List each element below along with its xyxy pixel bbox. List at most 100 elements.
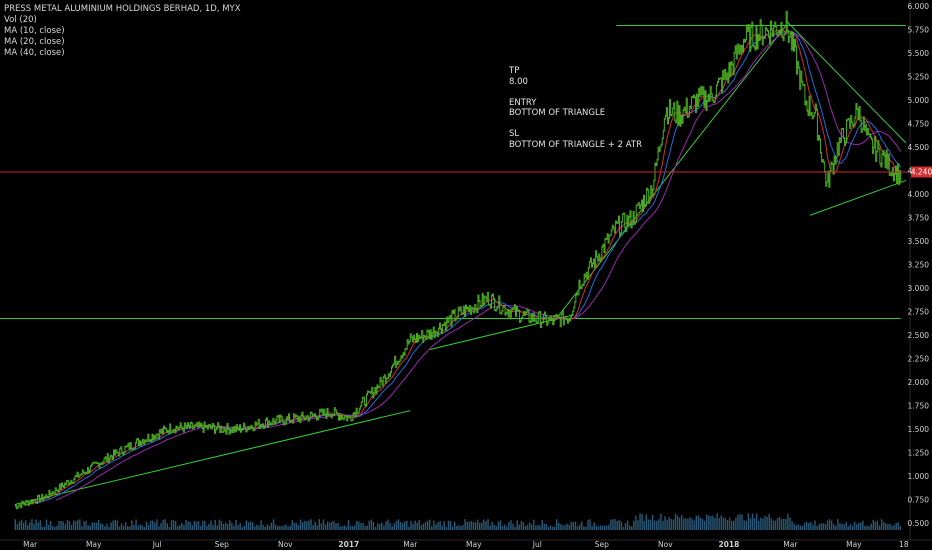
volume-bar xyxy=(285,524,287,530)
volume-bar xyxy=(568,524,570,530)
volume-bar xyxy=(524,525,527,530)
volume-bar xyxy=(768,513,770,530)
trade-note: TP 8.00 ENTRY BOTTOM OF TRIANGLE SL BOTT… xyxy=(509,66,642,150)
volume-bar xyxy=(745,520,747,530)
volume-bar xyxy=(899,525,902,530)
volume-bar xyxy=(124,522,127,530)
volume-bar xyxy=(72,520,75,530)
volume-bar xyxy=(510,520,512,530)
volume-bar xyxy=(508,522,510,530)
volume-bar xyxy=(866,525,868,530)
volume-bar xyxy=(308,520,310,530)
volume-bar xyxy=(716,513,718,530)
volume-bar xyxy=(156,519,158,530)
volume-bar xyxy=(468,522,470,530)
volume-bar xyxy=(851,525,854,530)
volume-bar xyxy=(212,524,214,530)
volume-bar xyxy=(91,522,94,530)
volume-bar xyxy=(797,524,800,530)
volume-bar xyxy=(722,517,725,530)
volume-bar xyxy=(670,518,672,530)
y-axis: 6.0005.7505.5005.2505.0004.7504.5004.250… xyxy=(908,2,930,528)
volume-bar xyxy=(189,521,191,530)
volume-bar xyxy=(864,525,866,530)
volume-bar xyxy=(547,526,550,530)
volume-bar xyxy=(668,517,670,530)
volume-bar xyxy=(578,524,581,530)
volume-bar xyxy=(410,520,412,530)
volume-bar xyxy=(54,526,56,530)
volume-bar xyxy=(803,523,806,530)
x-tick-label: Jul xyxy=(152,540,162,549)
volume-bar xyxy=(170,520,173,530)
volume-histogram xyxy=(14,513,902,530)
volume-bar xyxy=(208,523,210,530)
volume-bar xyxy=(216,525,218,530)
volume-bar xyxy=(324,524,327,530)
volume-bar xyxy=(14,519,16,530)
volume-bar xyxy=(66,519,69,530)
volume-bar xyxy=(147,524,150,530)
volume-bar xyxy=(635,515,637,530)
volume-bar xyxy=(445,526,448,530)
volume-bar xyxy=(497,521,500,530)
volume-bar xyxy=(637,520,639,530)
volume-bar xyxy=(381,522,383,530)
volume-bar xyxy=(572,522,575,530)
volume-bar xyxy=(376,523,379,530)
volume-bar xyxy=(878,525,881,530)
volume-bar xyxy=(664,516,666,530)
volume-bar xyxy=(31,519,33,530)
volume-bar xyxy=(622,526,625,530)
volume-bar xyxy=(16,524,19,530)
volume-bar xyxy=(43,526,46,530)
volume-bar xyxy=(404,521,406,530)
volume-bar xyxy=(49,520,52,530)
volume-bar xyxy=(599,525,602,530)
volume-bar xyxy=(485,521,487,530)
volume-bar xyxy=(847,526,850,530)
volume-bar xyxy=(397,519,400,530)
volume-bar xyxy=(366,525,368,530)
volume-bar xyxy=(855,524,858,530)
volume-bar xyxy=(108,526,110,530)
y-tick-label: 2.500 xyxy=(908,331,930,340)
volume-bar xyxy=(608,524,610,530)
volume-bar xyxy=(710,515,712,530)
volume-bar xyxy=(206,525,208,530)
volume-bar xyxy=(193,520,196,530)
volume-bar xyxy=(245,520,248,530)
volume-bar xyxy=(29,522,31,530)
volume-bar xyxy=(587,519,589,530)
volume-bar xyxy=(81,526,83,530)
volume-bar xyxy=(389,523,391,530)
volume-bar xyxy=(849,524,852,530)
volume-bar xyxy=(814,520,816,530)
volume-bar xyxy=(439,521,441,530)
volume-bar xyxy=(612,519,614,530)
volume-bar xyxy=(458,525,460,530)
volume-bar xyxy=(301,522,304,530)
volume-bar xyxy=(789,517,791,530)
y-tick-label: 6.000 xyxy=(908,2,930,11)
volume-bar xyxy=(820,523,822,530)
volume-bar xyxy=(379,524,381,530)
volume-bar xyxy=(464,519,466,530)
y-tick-label: 2.750 xyxy=(908,307,930,316)
volume-bar xyxy=(395,520,398,530)
volume-bar xyxy=(574,521,577,530)
legend-vol: Vol (20) xyxy=(4,15,37,25)
volume-bar xyxy=(541,520,543,530)
volume-bar xyxy=(730,520,733,530)
y-tick-label: 4.500 xyxy=(908,143,930,152)
volume-bar xyxy=(772,520,775,530)
y-tick-label: 0.750 xyxy=(908,495,930,504)
volume-bar xyxy=(133,525,135,530)
volume-bar xyxy=(387,519,389,530)
volume-bar xyxy=(805,521,808,530)
x-tick-label: Mar xyxy=(23,540,38,549)
volume-bar xyxy=(260,520,262,530)
volume-bar xyxy=(429,519,431,530)
volume-bar xyxy=(660,513,662,530)
